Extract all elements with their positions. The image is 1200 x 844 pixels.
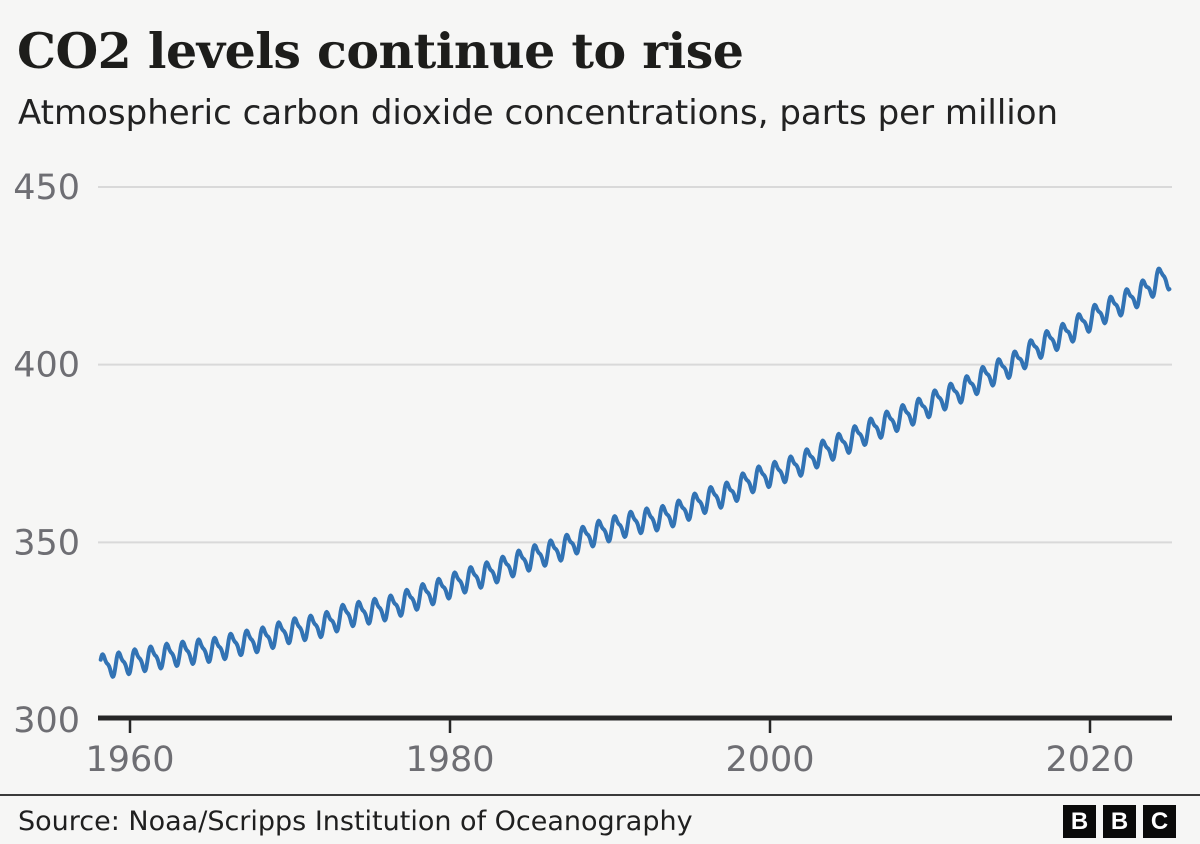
source-credit: Source: Noaa/Scripps Institution of Ocea… — [18, 806, 693, 837]
y-axis-tick-label: 450 — [13, 168, 80, 208]
bbc-logo-block: B — [1063, 805, 1096, 838]
page-subtitle: Atmospheric carbon dioxide concentration… — [18, 93, 1059, 133]
x-axis-tick-label: 2020 — [1045, 740, 1134, 780]
y-axis-tick-label: 400 — [13, 346, 80, 386]
footer-divider — [0, 794, 1200, 796]
x-axis-tick-label: 1980 — [405, 740, 494, 780]
x-axis-tick-label: 2000 — [725, 740, 814, 780]
bbc-logo-block: C — [1143, 805, 1176, 838]
bbc-logo: B B C — [1063, 805, 1176, 838]
y-axis-tick-label: 350 — [13, 523, 80, 563]
x-axis-tick-label: 1960 — [85, 740, 174, 780]
bbc-logo-block: B — [1103, 805, 1136, 838]
y-axis-tick-label: 300 — [13, 701, 80, 741]
co2-data-line — [98, 266, 1172, 679]
page-title: CO2 levels continue to rise — [17, 22, 744, 80]
